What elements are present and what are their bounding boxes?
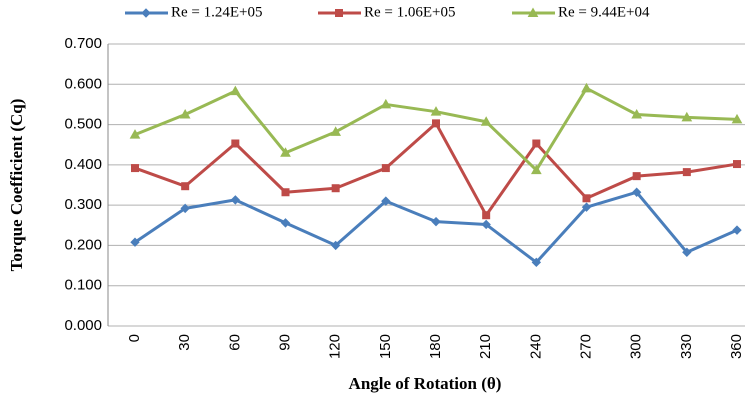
legend-label: Re = 1.06E+05 [364, 4, 456, 20]
legend-marker [141, 8, 151, 18]
data-point [381, 196, 391, 206]
x-tick-label: 180 [427, 334, 444, 359]
data-point [181, 182, 190, 191]
data-point [380, 98, 392, 109]
x-tick-label: 150 [377, 334, 394, 359]
y-axis-title: Torque Coefficient (Cq) [7, 99, 26, 272]
data-point [280, 147, 291, 157]
data-point [179, 108, 191, 119]
data-point [280, 218, 291, 228]
data-point [482, 211, 491, 220]
data-point [631, 187, 642, 197]
x-tick-label: 60 [226, 334, 243, 351]
legend-marker [527, 7, 539, 17]
y-tick-label: 0.200 [64, 236, 102, 253]
data-point [281, 188, 290, 197]
x-tick-label: 0 [126, 334, 143, 342]
y-tick-label: 0.100 [64, 277, 102, 294]
data-point [532, 139, 541, 148]
data-point [582, 194, 591, 203]
x-tick-label: 240 [527, 334, 544, 359]
data-point [230, 195, 241, 205]
data-point [231, 139, 240, 148]
x-tick-label: 330 [678, 334, 695, 359]
x-tick-label: 30 [176, 334, 193, 351]
legend-label: Re = 1.24E+05 [171, 4, 263, 20]
y-tick-label: 0.500 [64, 116, 102, 133]
y-tick-label: 0.700 [64, 35, 102, 52]
data-point [431, 216, 441, 227]
data-point [732, 225, 742, 235]
data-point [733, 160, 741, 169]
data-point [531, 257, 542, 268]
data-point [682, 247, 692, 257]
legend-marker [335, 9, 343, 17]
data-point [180, 203, 190, 214]
data-point [682, 168, 691, 177]
data-point [681, 111, 693, 122]
data-point [432, 119, 440, 128]
data-point [581, 82, 592, 93]
data-point [229, 85, 241, 96]
data-point [430, 106, 442, 116]
data-point [481, 219, 491, 230]
data-point [631, 108, 643, 119]
data-point [530, 164, 542, 175]
x-axis-title: Angle of Rotation (θ) [349, 374, 502, 393]
x-tick-label: 90 [276, 334, 293, 351]
data-point [129, 129, 141, 139]
data-point [632, 172, 641, 181]
data-point [480, 116, 492, 126]
data-point [330, 240, 341, 251]
y-tick-label: 0.000 [64, 317, 102, 334]
legend-label: Re = 9.44E+04 [558, 4, 650, 20]
series-line [134, 86, 738, 172]
x-tick-label: 270 [577, 334, 594, 359]
y-tick-label: 0.300 [64, 196, 102, 213]
series-line [134, 190, 738, 264]
x-tick-label: 300 [628, 334, 645, 359]
data-point [731, 113, 743, 124]
y-tick-label: 0.400 [64, 156, 102, 173]
x-tick-label: 210 [477, 334, 494, 359]
y-tick-label: 0.600 [64, 75, 102, 92]
x-tick-label: 360 [728, 334, 745, 359]
data-point [330, 126, 342, 136]
x-tick-label: 120 [327, 334, 344, 359]
data-point [381, 164, 390, 173]
data-point [581, 202, 592, 212]
data-point [130, 237, 140, 247]
data-point [131, 164, 139, 173]
data-point [331, 184, 340, 193]
